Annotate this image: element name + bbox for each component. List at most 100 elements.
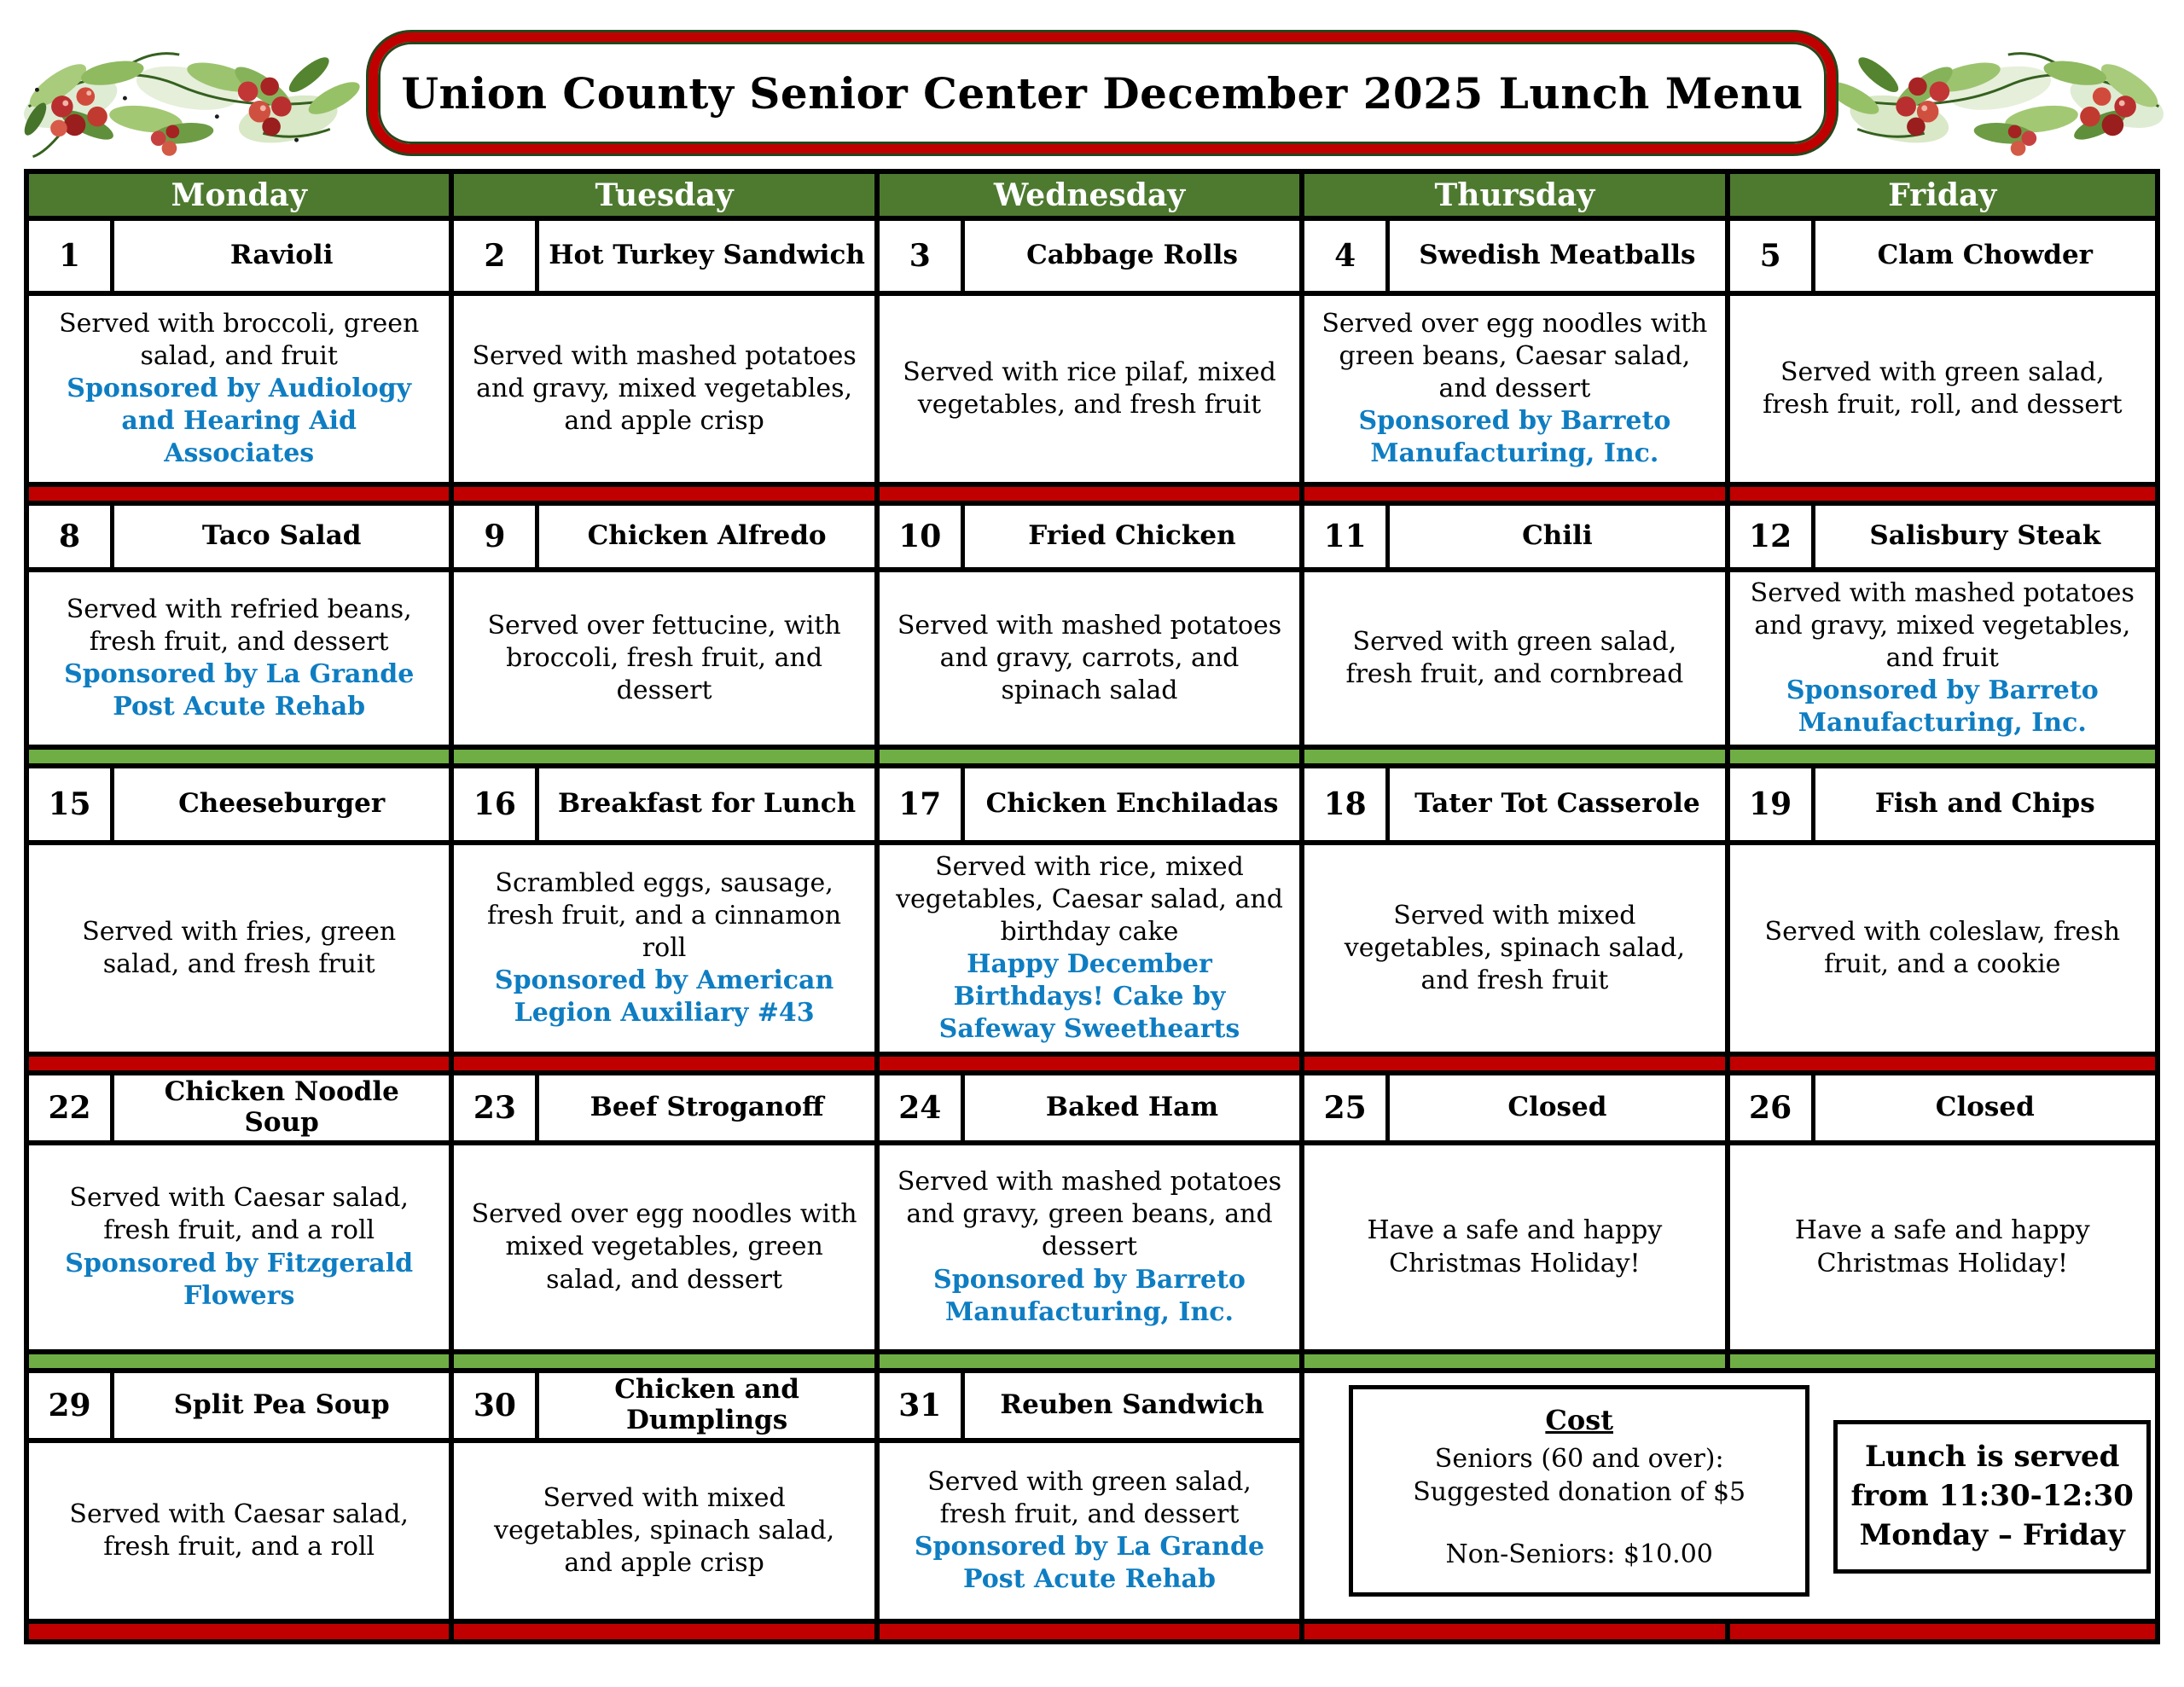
sponsor-note: Sponsored by American Legion Auxiliary #… [494, 965, 834, 1029]
holly-decoration-left [23, 52, 360, 159]
weekday-header-friday: Friday [1729, 174, 2155, 221]
week-separator [1729, 1057, 2155, 1075]
day-cell-dec-1: 1 Ravioli [29, 221, 455, 296]
menu-title: Fish and Chips [1874, 788, 2095, 820]
day-cell-dec-16: 16 Breakfast for Lunch [454, 768, 880, 845]
week-separator [1304, 1624, 1730, 1639]
day-cell-dec-8: 8 Taco Salad [29, 506, 455, 572]
week-separator [29, 1354, 455, 1373]
day-cell-dec-29: 29 Split Pea Soup [29, 1373, 455, 1443]
date-number: 23 [454, 1075, 540, 1140]
day-cell-dec-5: 5 Clam Chowder [1729, 221, 2155, 296]
hours-line3: Monday – Friday [1859, 1517, 2125, 1552]
hours-line1: Lunch is served [1865, 1440, 2120, 1475]
menu-calendar-table: Monday Tuesday Wednesday Thursday Friday… [24, 169, 2160, 1644]
cost-title: Cost [1545, 1404, 1613, 1436]
menu-title: Salisbury Steak [1869, 520, 2101, 552]
menu-description: Have a safe and happy Christmas Holiday! [1729, 1145, 2155, 1354]
week-separator [879, 487, 1305, 506]
weekday-header-wednesday: Wednesday [879, 174, 1305, 221]
week-separator [29, 1057, 455, 1075]
menu-title: Cheeseburger [178, 788, 386, 820]
menu-description: Served over egg noodles with mixed veget… [454, 1145, 880, 1354]
menu-description: Served with rice pilaf, mixed vegetables… [879, 296, 1305, 487]
menu-description: Served with green salad, fresh fruit, ro… [1729, 296, 2155, 487]
menu-description: Served with Caesar salad, fresh fruit, a… [29, 1145, 455, 1354]
menu-title: Hot Turkey Sandwich [549, 240, 865, 271]
week-separator [454, 1354, 880, 1373]
menu-title: Split Pea Soup [173, 1389, 390, 1421]
date-number: 15 [29, 768, 114, 840]
menu-description: Served with mixed vegetables, spinach sa… [454, 1443, 880, 1624]
menu-title: Breakfast for Lunch [557, 788, 857, 820]
info-region: Cost Seniors (60 and over): Suggested do… [1304, 1373, 2155, 1624]
menu-title: Chicken and Dumplings [614, 1374, 799, 1435]
menu-description: Served with green salad, fresh fruit, an… [1304, 572, 1730, 750]
date-number: 9 [454, 506, 540, 567]
menu-title: Taco Salad [201, 520, 362, 552]
menu-title: Chicken Alfredo [587, 520, 827, 552]
week-separator [1304, 750, 1730, 768]
date-number: 31 [880, 1373, 965, 1438]
menu-title: Clam Chowder [1877, 240, 2093, 271]
day-cell-dec-4: 4 Swedish Meatballs [1304, 221, 1730, 296]
menu-title: Baked Ham [1045, 1092, 1219, 1123]
week-separator [1304, 1057, 1730, 1075]
date-number: 2 [454, 221, 540, 291]
cost-box: Cost Seniors (60 and over): Suggested do… [1349, 1385, 1810, 1597]
date-number: 12 [1730, 506, 1815, 567]
week-separator [1729, 1624, 2155, 1639]
date-number: 17 [880, 768, 965, 840]
day-cell-dec-26: 26 Closed [1729, 1075, 2155, 1145]
date-number: 30 [454, 1373, 540, 1438]
day-cell-dec-10: 10 Fried Chicken [879, 506, 1305, 572]
date-number: 29 [29, 1373, 114, 1438]
menu-title: Fried Chicken [1028, 520, 1236, 552]
week-separator [879, 1624, 1305, 1639]
menu-description: Served with refried beans, fresh fruit, … [29, 572, 455, 750]
date-number: 22 [29, 1075, 114, 1140]
week-separator [29, 487, 455, 506]
day-cell-dec-23: 23 Beef Stroganoff [454, 1075, 880, 1145]
cost-seniors-line1: Seniors (60 and over): [1434, 1443, 1724, 1474]
menu-description: Served with coleslaw, fresh fruit, and a… [1729, 845, 2155, 1057]
date-number: 1 [29, 221, 114, 291]
date-number: 5 [1730, 221, 1815, 291]
date-number: 3 [880, 221, 965, 291]
week-separator [454, 750, 880, 768]
date-number: 19 [1730, 768, 1815, 840]
hours-box: Lunch is served from 11:30-12:30 Monday … [1833, 1420, 2152, 1574]
birthday-note: Happy December Birthdays! Cake by Safewa… [938, 949, 1240, 1045]
menu-title: Chicken Enchiladas [985, 788, 1279, 820]
week-separator [1729, 487, 2155, 506]
cost-non-seniors: Non-Seniors: $10.00 [1445, 1539, 1713, 1569]
date-number: 26 [1730, 1075, 1815, 1140]
sponsor-note: Sponsored by Barreto Manufacturing, Inc. [1358, 406, 1671, 469]
week-separator [29, 1624, 455, 1639]
date-number: 18 [1304, 768, 1391, 840]
menu-title: Closed [1935, 1092, 2035, 1123]
menu-description: Scrambled eggs, sausage, fresh fruit, an… [454, 845, 880, 1057]
day-cell-dec-22: 22 Chicken Noodle Soup [29, 1075, 455, 1145]
weekday-header-tuesday: Tuesday [454, 174, 880, 221]
menu-title: Chili [1522, 520, 1593, 552]
day-cell-dec-30: 30 Chicken and Dumplings [454, 1373, 880, 1443]
menu-title: Closed [1507, 1092, 1607, 1123]
sponsor-note: Sponsored by Barreto Manufacturing, Inc. [933, 1264, 1246, 1327]
menu-description: Have a safe and happy Christmas Holiday! [1304, 1145, 1730, 1354]
menu-description: Served with mixed vegetables, spinach sa… [1304, 845, 1730, 1057]
sponsor-note: Sponsored by Audiology and Hearing Aid A… [67, 373, 412, 469]
menu-description: Served over egg noodles with green beans… [1304, 296, 1730, 487]
date-number: 25 [1304, 1075, 1391, 1140]
week-separator [454, 487, 880, 506]
day-cell-dec-17: 17 Chicken Enchiladas [879, 768, 1305, 845]
menu-title: Reuben Sandwich [1000, 1389, 1264, 1421]
cost-seniors-line2: Suggested donation of $5 [1413, 1476, 1746, 1507]
weekday-header-thursday: Thursday [1304, 174, 1730, 221]
day-cell-dec-2: 2 Hot Turkey Sandwich [454, 221, 880, 296]
holly-decoration-right [1827, 52, 2164, 156]
menu-title: Beef Stroganoff [590, 1092, 824, 1123]
day-cell-dec-25: 25 Closed [1304, 1075, 1730, 1145]
menu-title: Chicken Noodle Soup [164, 1076, 399, 1138]
menu-description: Served with mashed potatoes and gravy, g… [879, 1145, 1305, 1354]
